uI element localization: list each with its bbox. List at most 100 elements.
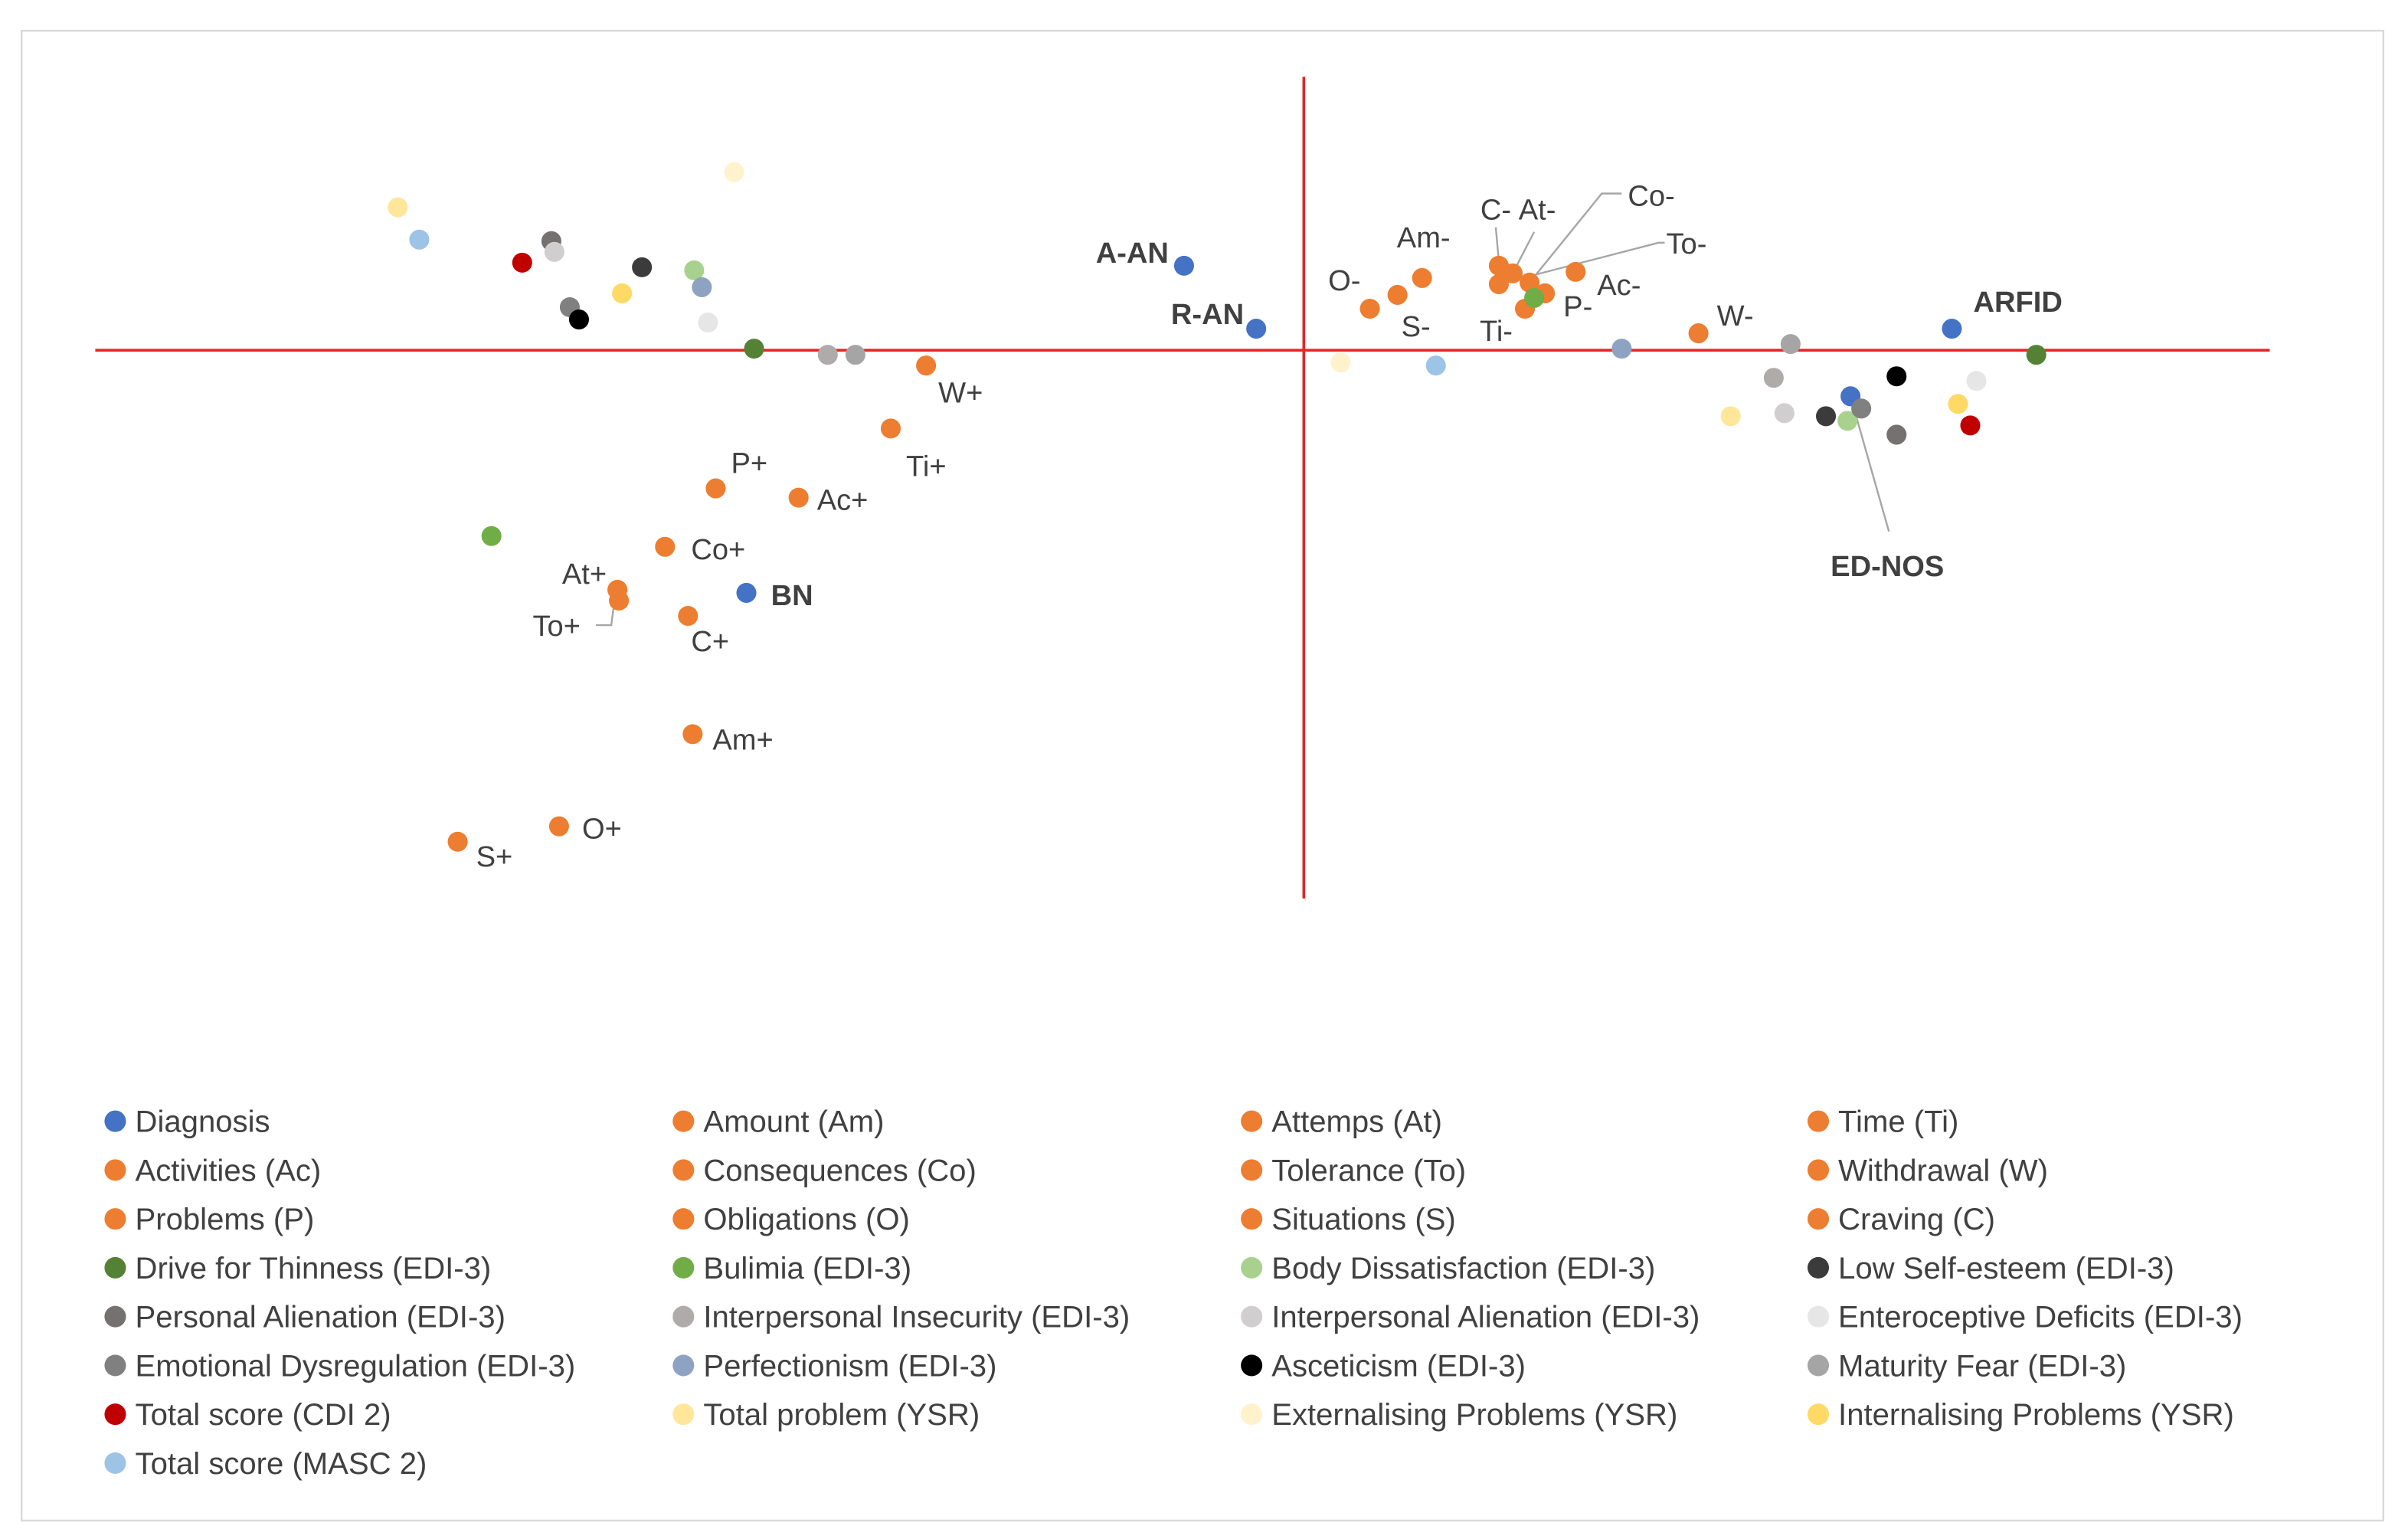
legend-item: Asceticism (EDI-3)	[1241, 1349, 1526, 1383]
legend-label: Attemps (At)	[1271, 1105, 1442, 1139]
data-point	[916, 355, 937, 376]
point-label: S+	[476, 841, 513, 873]
point-label: A-AN	[1096, 237, 1169, 270]
legend-label: Emotional Dysregulation (EDI-3)	[136, 1349, 576, 1383]
legend-marker-icon	[672, 1208, 695, 1230]
legend-item: Time (Ti)	[1807, 1105, 1958, 1139]
legend-label: Bulimia (EDI-3)	[703, 1252, 911, 1285]
legend-item: Situations (S)	[1241, 1203, 1456, 1236]
data-point	[1611, 339, 1632, 359]
legend-marker-icon	[104, 1305, 126, 1328]
leader-line	[1494, 227, 1500, 261]
data-point	[1488, 273, 1509, 294]
point-label: W+	[938, 377, 983, 409]
legend-item: Withdrawal (W)	[1807, 1154, 2048, 1187]
legend-marker-icon	[104, 1256, 126, 1279]
legend-item: Bulimia (EDI-3)	[672, 1252, 911, 1285]
data-point	[1688, 323, 1709, 344]
data-point	[1425, 355, 1446, 376]
legend-label: Diagnosis	[136, 1105, 270, 1139]
legend-marker-icon	[104, 1354, 126, 1377]
data-points	[388, 162, 2046, 852]
legend-marker-icon	[1241, 1159, 1263, 1181]
data-point	[609, 590, 630, 611]
legend-marker-icon	[1241, 1403, 1263, 1426]
legend-label: Total score (MASC 2)	[136, 1447, 427, 1481]
data-point	[544, 241, 564, 262]
data-point	[632, 257, 653, 277]
point-label: Am-	[1397, 222, 1451, 254]
legend-item: Diagnosis	[104, 1105, 270, 1139]
legend-item: Interpersonal Insecurity (EDI-3)	[672, 1301, 1130, 1334]
legend-label: Craving (C)	[1838, 1203, 1995, 1236]
data-point	[655, 536, 676, 557]
legend-item: Amount (Am)	[672, 1105, 884, 1139]
legend-label: Withdrawal (W)	[1838, 1154, 2048, 1187]
data-point	[678, 605, 699, 627]
legend-item: Externalising Problems (YSR)	[1241, 1398, 1677, 1432]
legend-item: Body Dissatisfaction (EDI-3)	[1241, 1252, 1655, 1285]
data-point	[568, 309, 590, 330]
data-point	[724, 162, 744, 182]
legend-marker-icon	[672, 1305, 695, 1328]
data-point	[1330, 352, 1351, 373]
legend-marker-icon	[1241, 1305, 1263, 1328]
data-point	[481, 526, 502, 546]
data-point	[1837, 411, 1858, 431]
point-label: Am+	[712, 724, 773, 756]
legend-marker-icon	[1241, 1354, 1263, 1377]
legend-item: Emotional Dysregulation (EDI-3)	[104, 1349, 575, 1383]
data-point	[744, 339, 764, 359]
legend-item: Total problem (YSR)	[672, 1398, 980, 1432]
data-point	[698, 313, 718, 333]
legend-marker-icon	[104, 1208, 126, 1230]
data-point	[684, 260, 705, 280]
data-point	[1851, 398, 1872, 419]
data-point	[1720, 406, 1741, 427]
legend-item: Consequences (Co)	[672, 1154, 977, 1187]
point-label: At-	[1519, 195, 1556, 227]
legend-label: Activities (Ac)	[136, 1154, 322, 1187]
legend-item: Low Self-esteem (EDI-3)	[1807, 1252, 2174, 1285]
legend-marker-icon	[1241, 1208, 1263, 1230]
data-point	[1524, 287, 1545, 309]
data-point	[845, 345, 865, 365]
data-point	[692, 277, 712, 297]
legend-label: Total score (CDI 2)	[136, 1398, 391, 1432]
data-point	[2026, 345, 2046, 365]
legend-item: Total score (MASC 2)	[104, 1447, 427, 1481]
leader-line	[596, 601, 616, 627]
legend-label: Amount (Am)	[703, 1105, 884, 1139]
legend-marker-icon	[672, 1110, 695, 1132]
legend-label: Time (Ti)	[1838, 1105, 1958, 1139]
legend-label: Maturity Fear (EDI-3)	[1838, 1349, 2126, 1383]
legend-label: Low Self-esteem (EDI-3)	[1838, 1252, 2174, 1285]
legend-item: Personal Alienation (EDI-3)	[104, 1301, 505, 1334]
data-point	[880, 418, 901, 439]
point-label: O-	[1328, 265, 1360, 297]
data-point	[612, 283, 633, 303]
data-point	[1173, 255, 1194, 276]
data-point	[817, 345, 838, 365]
legend-marker-icon	[104, 1452, 126, 1474]
legend-item: Tolerance (To)	[1241, 1154, 1466, 1187]
data-point	[409, 229, 430, 250]
legend-label: Consequences (Co)	[703, 1154, 976, 1187]
legend-label: Obligations (O)	[703, 1203, 910, 1236]
data-point	[512, 252, 532, 273]
legend-marker-icon	[1807, 1354, 1830, 1377]
legend-item: Activities (Ac)	[104, 1154, 321, 1187]
legend-label: Drive for Thinness (EDI-3)	[136, 1252, 492, 1285]
legend-marker-icon	[672, 1354, 695, 1377]
data-point	[1942, 319, 1962, 339]
legend-item: Total score (CDI 2)	[104, 1398, 391, 1432]
point-label: R-AN	[1171, 299, 1244, 331]
legend: Diagnosis Amount (Am) Attemps (At) Time (Ti…	[104, 1105, 2243, 1481]
legend-marker-icon	[672, 1256, 695, 1279]
legend-marker-icon	[672, 1159, 695, 1181]
data-point	[1966, 371, 1987, 391]
point-label: O+	[582, 814, 622, 846]
legend-marker-icon	[1807, 1403, 1830, 1426]
data-point	[788, 487, 809, 508]
chart-frame	[20, 29, 2385, 1522]
